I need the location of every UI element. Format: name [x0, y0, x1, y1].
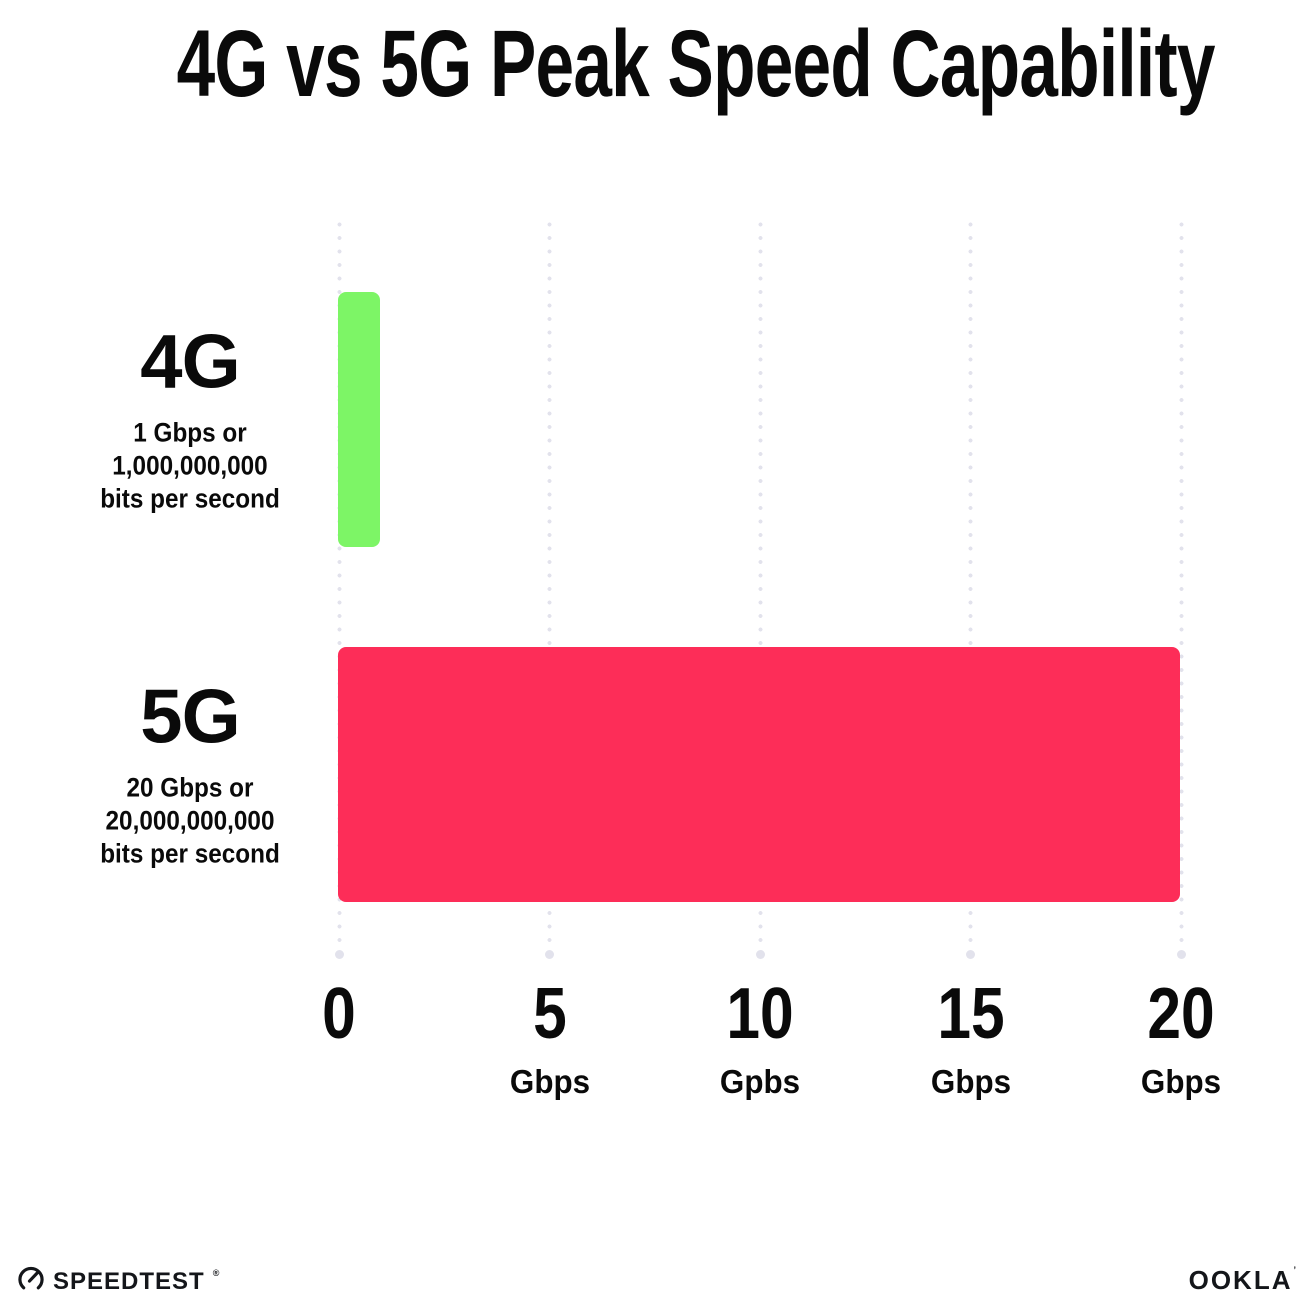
ookla-trademark: ’: [1293, 1265, 1296, 1275]
4g-description: 1 Gbps or 1,000,000,000 bits per second: [42, 416, 339, 515]
5g-category-name: 5G: [140, 674, 240, 759]
speedtest-wordmark: SPEEDTEST: [53, 1267, 205, 1295]
x-tick-15: 15 Gbps: [928, 978, 1012, 1101]
speedtest-trademark: ®: [212, 1267, 220, 1278]
speedtest-gauge-icon: [16, 1264, 46, 1299]
chart-title: 4G vs 5G Peak Speed Capability: [176, 11, 1216, 117]
x-tick-value: 10: [726, 974, 794, 1054]
speedtest-logo: SPEEDTEST ®: [16, 1264, 219, 1299]
5g-description: 20 Gbps or 20,000,000,000 bits per second: [42, 771, 339, 870]
4g-label: 4G 1 Gbps or 1,000,000,000 bits per second: [25, 324, 355, 515]
4g-description-line: bits per second: [100, 483, 280, 513]
x-tick-10: 10 Gpbs: [718, 978, 802, 1101]
5g-description-line: bits per second: [100, 838, 280, 868]
x-tick-value: 0: [322, 974, 356, 1054]
4g-bar: [338, 292, 380, 547]
4g-category-name: 4G: [140, 319, 240, 404]
x-tick-value: 5: [532, 974, 567, 1054]
x-tick-unit: Gbps: [509, 1063, 590, 1100]
x-tick-unit: Gbps: [930, 1063, 1011, 1100]
ookla-wordmark: OOKLA: [1188, 1265, 1293, 1295]
gridline-0-gbps: [334, 222, 344, 959]
x-tick-20: 20 Gbps: [1139, 978, 1223, 1101]
4g-description-line: 1,000,000,000: [112, 450, 268, 480]
x-tick-value: 15: [936, 974, 1005, 1054]
5g-bar: [338, 647, 1180, 902]
ookla-logo: OOKLA ’: [1188, 1265, 1296, 1295]
5g-label: 5G 20 Gbps or 20,000,000,000 bits per secon…: [25, 679, 355, 870]
x-tick-unit: Gpbs: [719, 1063, 801, 1100]
gridline-15-gbps: [966, 222, 975, 959]
x-tick-5: 5 Gbps: [507, 978, 591, 1101]
x-tick-value: 20: [1147, 974, 1215, 1054]
x-tick-0: 0: [319, 978, 359, 1050]
gridline-10-gbps: [755, 222, 765, 959]
gridline-5-gbps: [545, 222, 554, 959]
5g-description-line: 20 Gbps or: [126, 772, 254, 802]
5g-description-line: 20,000,000,000: [105, 805, 275, 835]
x-tick-unit: Gbps: [1140, 1063, 1222, 1100]
gridline-20-gbps: [1176, 222, 1186, 959]
4g-description-line: 1 Gbps or: [133, 417, 247, 447]
